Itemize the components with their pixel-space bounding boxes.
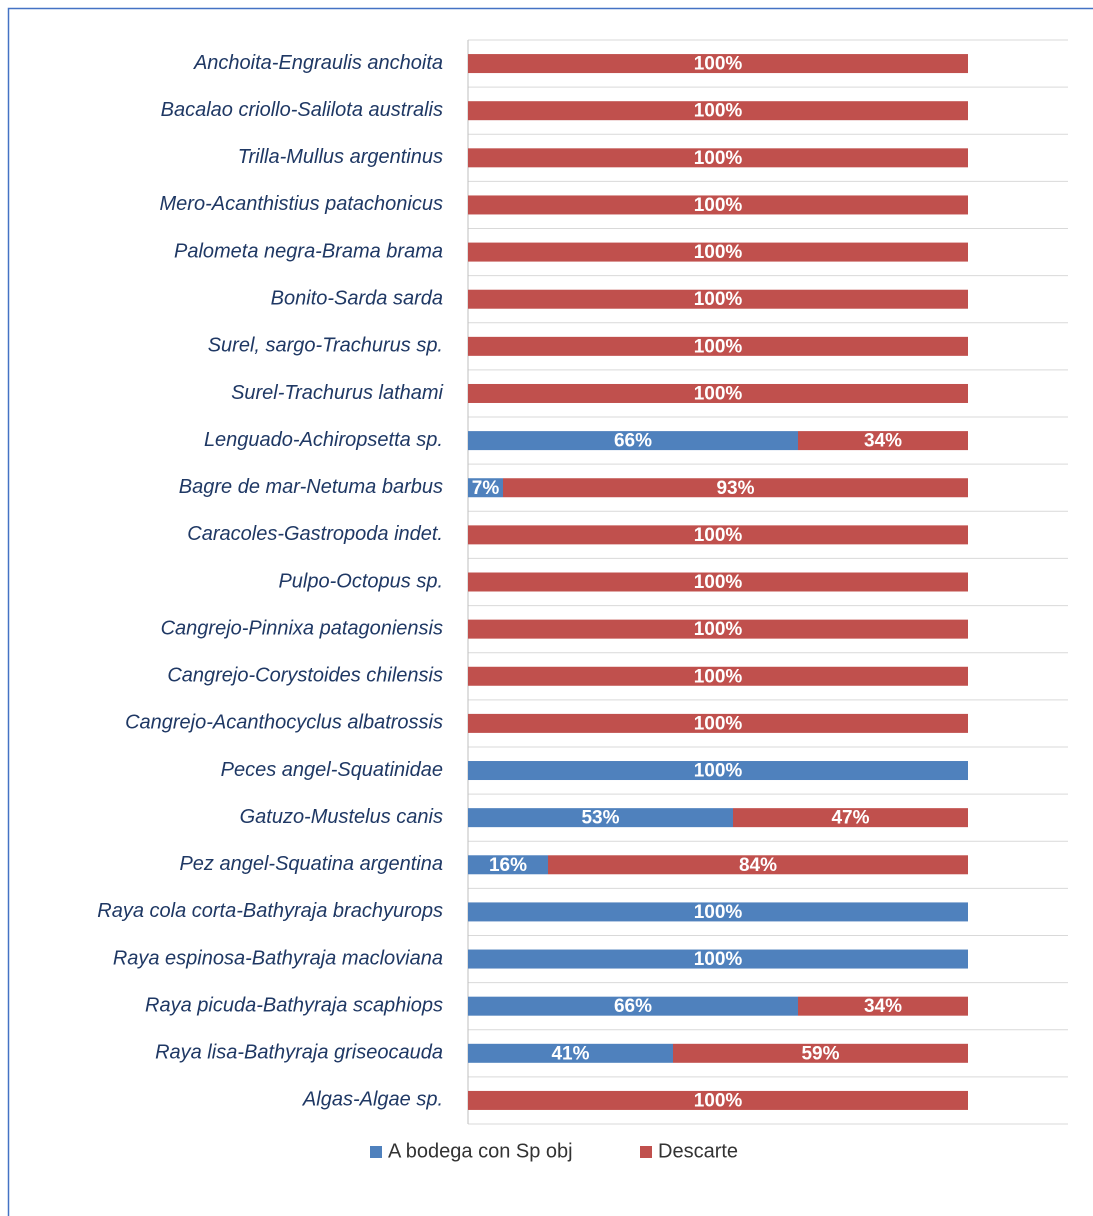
bar-segment (468, 1090, 968, 1110)
y-tick-label: Anchoita-Engraulis anchoita (193, 52, 443, 74)
data-label: 100% (694, 54, 743, 75)
y-tick-label: Lenguado-Achiropsetta sp. (204, 429, 443, 451)
data-label: 100% (694, 572, 743, 593)
y-tick-label: Peces angel-Squatinidae (221, 759, 443, 781)
bar-segment (468, 808, 733, 828)
y-tick-label: Palometa negra-Brama brama (174, 240, 443, 262)
y-tick-label: Trilla-Mullus argentinus (238, 146, 443, 168)
bar-segment (468, 761, 968, 781)
bar-segment (468, 383, 968, 403)
bar-segment (548, 855, 968, 875)
data-label: 100% (694, 148, 743, 169)
bar-segment (468, 195, 968, 215)
data-label: 100% (694, 336, 743, 357)
data-label: 100% (694, 761, 743, 782)
bar-segment (468, 949, 968, 969)
bar-segment (468, 289, 968, 309)
y-tick-label: Cangrejo-Acanthocyclus albatrossis (125, 712, 443, 734)
bar-segment (468, 525, 968, 545)
legend-swatch (370, 1146, 382, 1158)
data-label: 53% (581, 808, 619, 829)
bar-segment (733, 808, 968, 828)
data-label: 66% (614, 431, 652, 452)
y-tick-label: Raya cola corta-Bathyraja brachyurops (97, 900, 443, 922)
bar-segment (468, 619, 968, 639)
y-tick-label: Caracoles-Gastropoda indet. (187, 523, 443, 545)
bar-segment (468, 855, 548, 875)
bar-segment (468, 572, 968, 592)
y-tick-label: Cangrejo-Pinnixa patagoniensis (161, 617, 443, 639)
bar-segment (468, 996, 798, 1016)
data-label: 34% (864, 996, 902, 1017)
chart-frame (7, 7, 1093, 1216)
data-label: 100% (694, 101, 743, 122)
bar-segment (798, 996, 968, 1016)
y-tick-label: Surel, sargo-Trachurus sp. (208, 335, 443, 357)
data-label: 66% (614, 996, 652, 1017)
data-label: 100% (694, 242, 743, 263)
y-tick-label: Raya lisa-Bathyraja griseocauda (155, 1042, 443, 1064)
data-label: 59% (801, 1043, 839, 1064)
y-tick-label: Pez angel-Squatina argentina (179, 853, 443, 875)
y-tick-label: Algas-Algae sp. (302, 1089, 443, 1111)
data-label: 100% (694, 195, 743, 216)
bar-segment (468, 713, 968, 733)
legend-label: Descarte (658, 1140, 738, 1162)
y-tick-label: Raya picuda-Bathyraja scaphiops (145, 994, 443, 1016)
bar-segment (468, 242, 968, 262)
bar-segment (468, 478, 503, 498)
y-tick-label: Cangrejo-Corystoides chilensis (167, 665, 443, 687)
data-label: 100% (694, 289, 743, 310)
data-label: 93% (716, 478, 754, 499)
data-label: 41% (551, 1043, 589, 1064)
data-label: 84% (739, 855, 777, 876)
bar-segment (468, 148, 968, 168)
y-tick-label: Mero-Acanthistius patachonicus (160, 193, 443, 215)
bar-segment (468, 101, 968, 121)
y-tick-label: Gatuzo-Mustelus canis (240, 806, 443, 828)
y-tick-label: Bagre de mar-Netuma barbus (179, 476, 443, 498)
bar-segment (468, 666, 968, 686)
legend-swatch (640, 1146, 652, 1158)
legend-label: A bodega con Sp obj (388, 1140, 573, 1162)
data-label: 100% (694, 383, 743, 404)
bar-segment (798, 431, 968, 451)
data-label: 100% (694, 666, 743, 687)
data-label: 47% (831, 808, 869, 829)
data-label: 100% (694, 1090, 743, 1111)
data-label: 100% (694, 525, 743, 546)
bar-segment (468, 336, 968, 356)
bar-segment (468, 431, 798, 451)
data-label: 100% (694, 619, 743, 640)
y-tick-label: Pulpo-Octopus sp. (278, 570, 443, 592)
data-label: 34% (864, 431, 902, 452)
bar-segment (468, 54, 968, 74)
bar-segment (468, 902, 968, 922)
data-label: 100% (694, 949, 743, 970)
y-tick-label: Raya espinosa-Bathyraja macloviana (113, 947, 443, 969)
data-label: 100% (694, 902, 743, 923)
bar-segment (468, 1043, 673, 1063)
y-tick-label: Bonito-Sarda sarda (271, 287, 443, 309)
data-label: 16% (489, 855, 527, 876)
data-label: 100% (694, 713, 743, 734)
data-label: 7% (472, 478, 500, 499)
bar-segment (503, 478, 968, 498)
bar-segment (673, 1043, 968, 1063)
y-tick-label: Surel-Trachurus lathami (231, 382, 443, 404)
y-tick-label: Bacalao criollo-Salilota australis (161, 99, 443, 121)
